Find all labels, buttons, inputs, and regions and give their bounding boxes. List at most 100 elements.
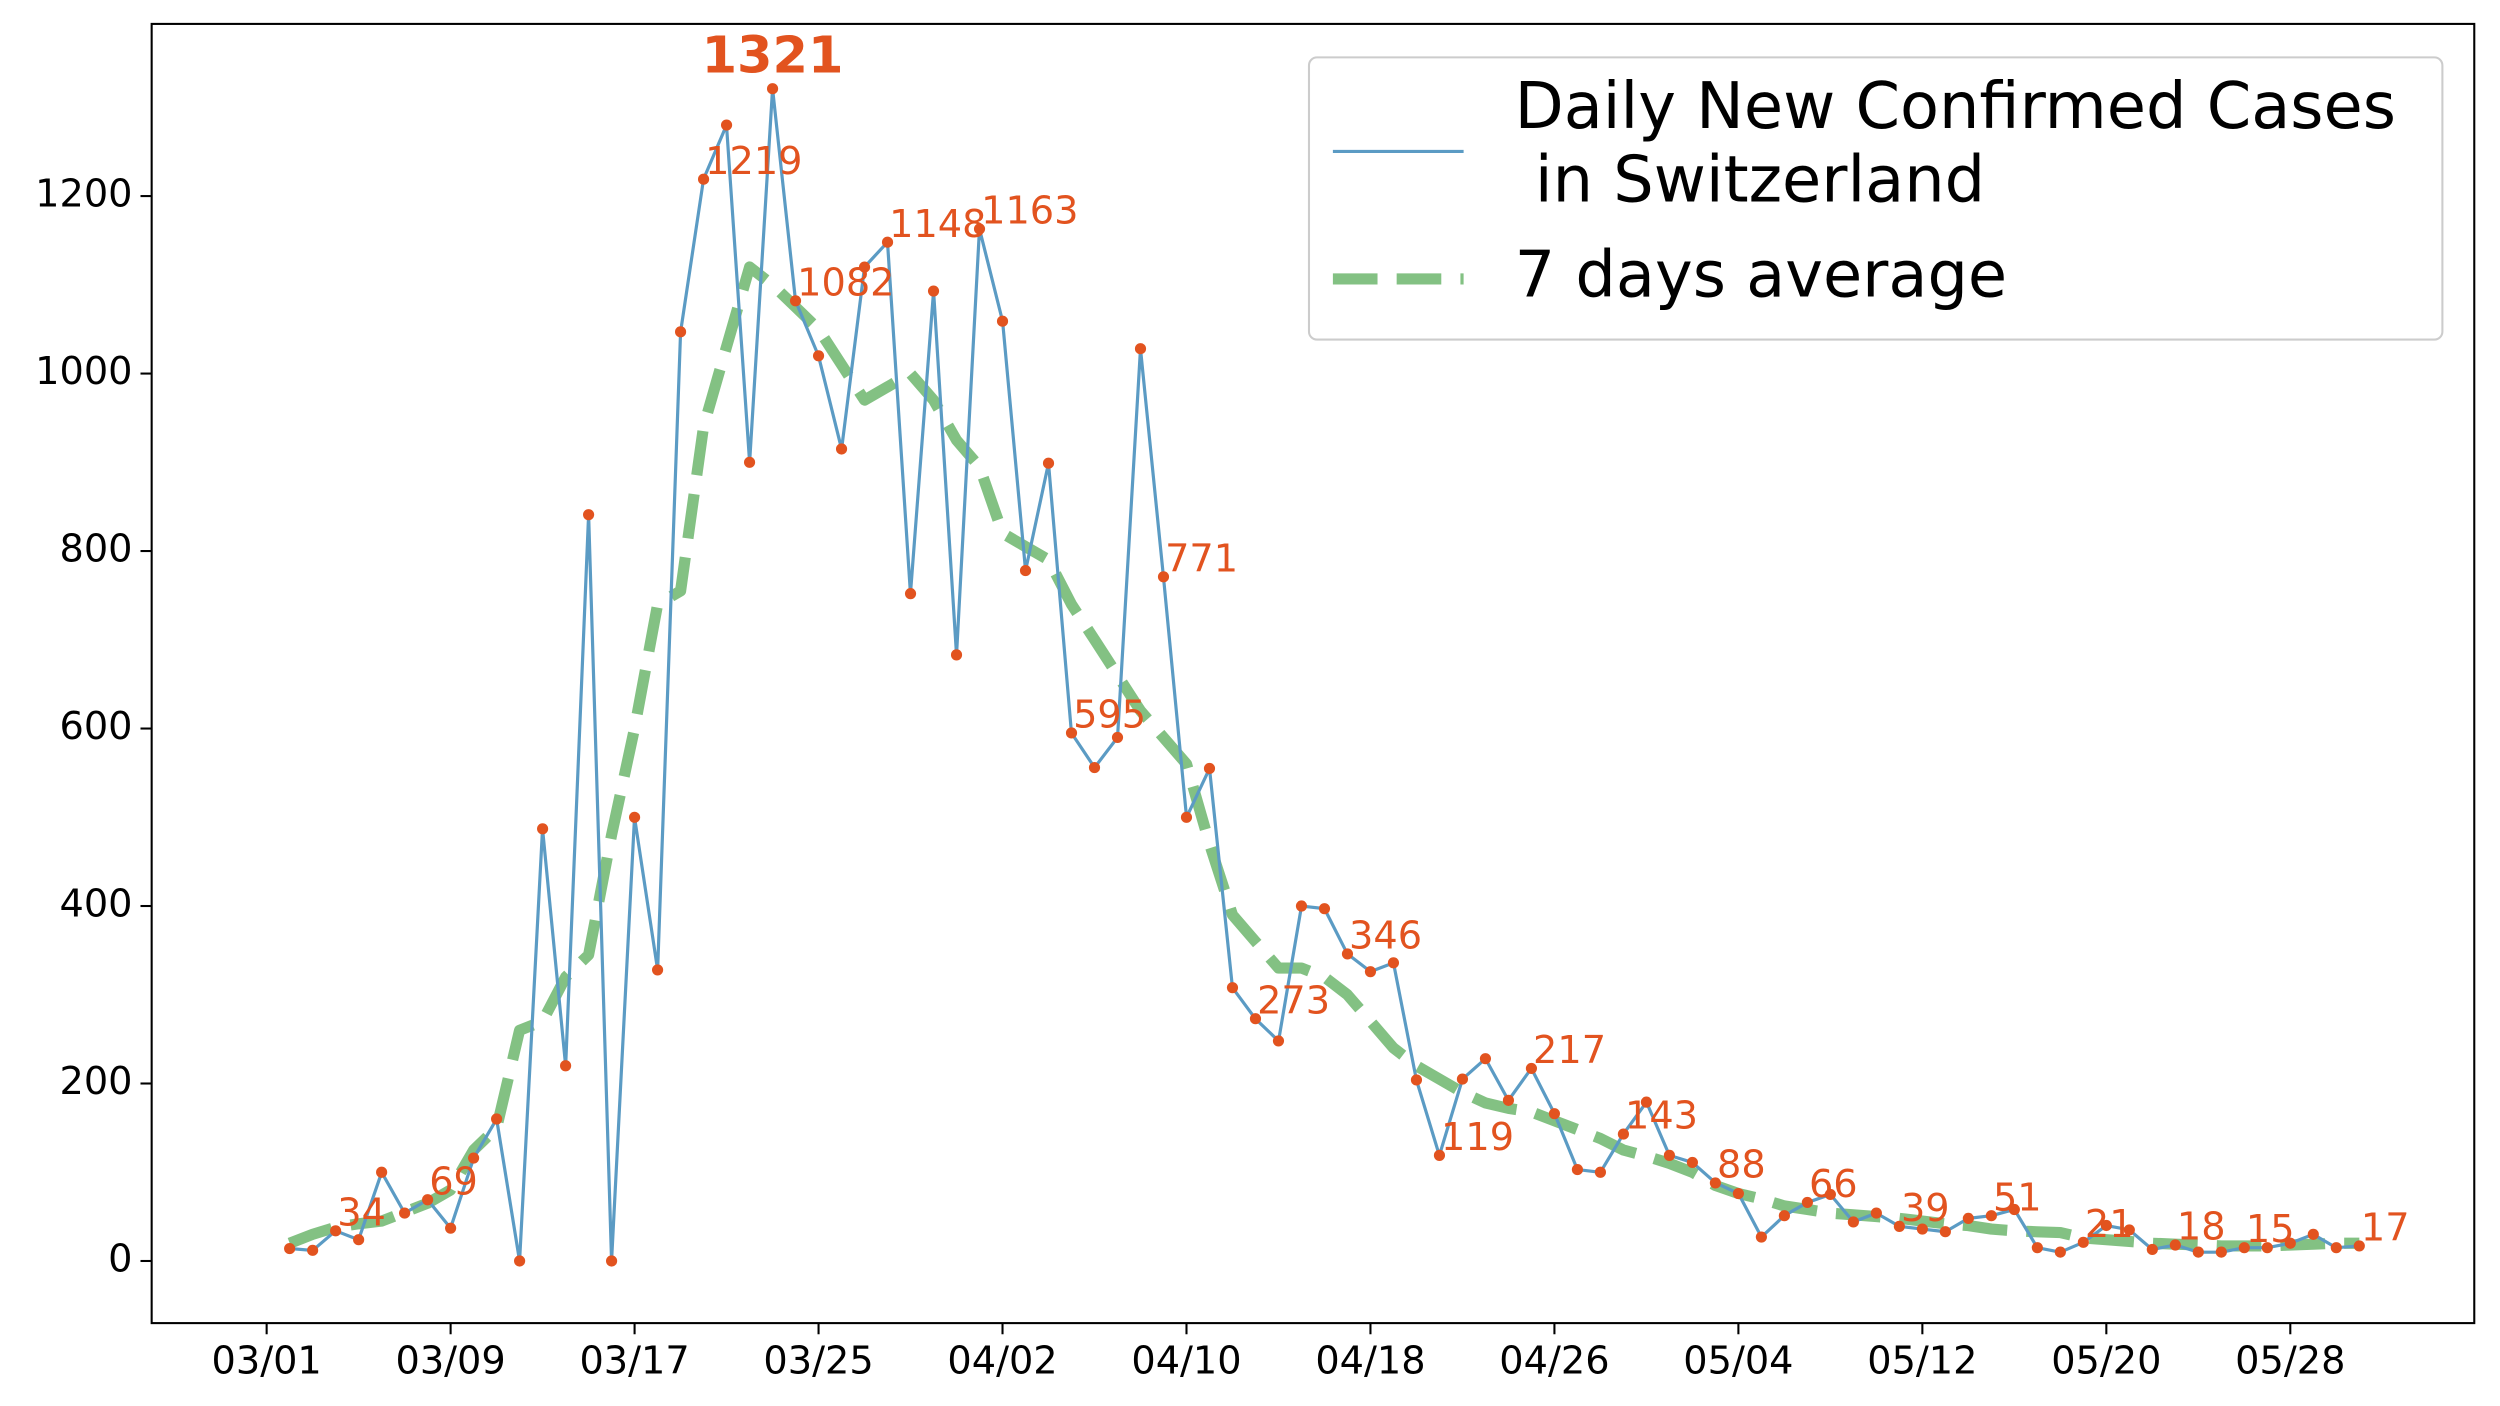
daily-marker xyxy=(399,1207,411,1219)
y-tick-label: 1200 xyxy=(35,172,132,217)
peak-label: 1321 xyxy=(702,26,844,85)
daily-marker xyxy=(491,1113,503,1125)
data-label: 1219 xyxy=(705,139,802,184)
daily-marker xyxy=(2100,1219,2112,1232)
daily-marker xyxy=(1893,1220,1905,1232)
data-label: 1082 xyxy=(797,260,894,305)
data-label: 143 xyxy=(1625,1094,1698,1139)
daily-marker xyxy=(2192,1246,2204,1258)
data-label: 771 xyxy=(1165,536,1238,581)
daily-marker xyxy=(1272,1035,1285,1047)
x-tick-label: 05/04 xyxy=(1683,1338,1793,1383)
daily-marker xyxy=(996,315,1009,327)
legend-label: Daily New Confirmed Cases in Switzerland xyxy=(1515,70,2396,217)
daily-marker xyxy=(1249,1013,1262,1025)
daily-marker xyxy=(2146,1243,2158,1256)
daily-marker xyxy=(766,83,779,95)
daily-marker xyxy=(1985,1210,1997,1222)
daily-marker xyxy=(743,456,756,468)
daily-marker xyxy=(1456,1073,1469,1085)
x-tick-label: 03/17 xyxy=(579,1338,689,1383)
daily-marker xyxy=(1203,762,1216,775)
daily-marker xyxy=(1824,1188,1836,1201)
daily-marker xyxy=(606,1255,618,1267)
daily-marker xyxy=(422,1194,434,1206)
x-tick-label: 04/10 xyxy=(1131,1338,1241,1383)
daily-marker xyxy=(812,350,825,362)
data-label: 88 xyxy=(1717,1142,1766,1187)
daily-marker xyxy=(973,223,986,235)
daily-marker xyxy=(1548,1108,1561,1120)
daily-marker xyxy=(2284,1237,2296,1249)
average-line xyxy=(287,261,2360,1252)
daily-marker xyxy=(2123,1224,2135,1236)
daily-marker xyxy=(674,326,687,338)
daily-marker xyxy=(468,1152,480,1164)
daily-marker xyxy=(789,295,802,307)
daily-marker xyxy=(353,1234,365,1246)
daily-marker xyxy=(1088,761,1101,774)
daily-marker xyxy=(2031,1242,2043,1254)
daily-marker xyxy=(927,285,940,297)
daily-marker xyxy=(1433,1149,1446,1161)
x-tick-label: 04/26 xyxy=(1499,1338,1609,1383)
daily-marker xyxy=(376,1166,388,1178)
daily-marker xyxy=(950,649,963,661)
daily-marker xyxy=(1341,948,1354,960)
daily-marker xyxy=(1295,900,1308,912)
daily-marker xyxy=(2330,1242,2342,1254)
daily-marker xyxy=(1594,1166,1606,1178)
daily-marker xyxy=(2307,1228,2319,1240)
daily-marker xyxy=(1134,343,1147,355)
daily-marker xyxy=(1916,1223,1928,1235)
plot-frame xyxy=(150,22,2476,1325)
daily-marker xyxy=(720,119,733,131)
daily-marker xyxy=(2008,1203,2020,1216)
daily-marker xyxy=(858,261,871,273)
daily-marker xyxy=(560,1060,572,1072)
y-tick-label: 200 xyxy=(60,1059,133,1104)
daily-marker xyxy=(1111,731,1124,743)
daily-marker xyxy=(1226,982,1239,994)
daily-marker xyxy=(1387,957,1400,969)
daily-marker xyxy=(1847,1216,1859,1228)
daily-marker xyxy=(1962,1212,1974,1224)
daily-marker xyxy=(537,823,549,835)
daily-marker xyxy=(1318,903,1331,915)
data-label: 217 xyxy=(1533,1028,1606,1073)
daily-marker xyxy=(330,1225,342,1237)
daily-marker xyxy=(904,588,917,600)
daily-marker xyxy=(1410,1074,1423,1086)
x-tick-label: 04/18 xyxy=(1315,1338,1425,1383)
daily-marker xyxy=(1617,1128,1629,1140)
daily-marker xyxy=(1801,1196,1813,1208)
legend-box xyxy=(1307,56,2444,341)
daily-marker xyxy=(1939,1226,1951,1238)
daily-marker xyxy=(284,1242,296,1255)
legend: Daily New Confirmed Cases in Switzerland… xyxy=(1307,56,2444,341)
daily-marker xyxy=(651,964,664,976)
daily-marker xyxy=(1065,727,1078,739)
data-label: 595 xyxy=(1073,693,1146,738)
daily-marker xyxy=(629,811,641,823)
daily-marker xyxy=(1019,564,1032,577)
daily-marker xyxy=(1663,1149,1675,1161)
y-tick-label: 600 xyxy=(60,704,133,749)
daily-marker xyxy=(445,1222,457,1234)
y-tick-label: 0 xyxy=(108,1236,132,1281)
x-tick-label: 05/20 xyxy=(2051,1338,2161,1383)
x-tick-label: 05/12 xyxy=(1867,1338,1977,1383)
daily-marker xyxy=(514,1255,526,1267)
daily-marker xyxy=(2169,1239,2181,1251)
daily-marker xyxy=(881,236,894,248)
daily-marker xyxy=(307,1244,319,1256)
daily-marker xyxy=(2238,1242,2250,1254)
y-tick-label: 1000 xyxy=(35,349,132,394)
daily-marker xyxy=(1157,571,1170,583)
x-tick-label: 03/25 xyxy=(763,1338,873,1383)
daily-marker xyxy=(1180,811,1193,823)
daily-marker xyxy=(1525,1062,1538,1074)
daily-marker xyxy=(1502,1094,1515,1106)
daily-marker xyxy=(1778,1210,1790,1222)
